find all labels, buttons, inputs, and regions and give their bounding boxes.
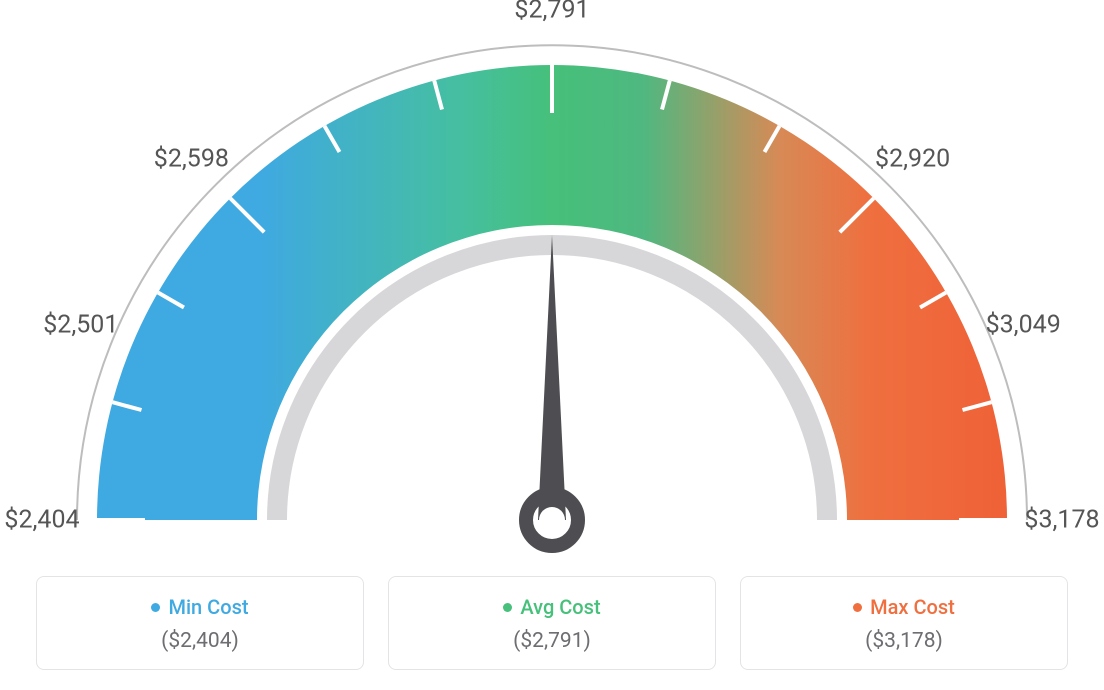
gauge-svg <box>0 0 1104 560</box>
chart-container: $2,404 $2,501 $2,598 $2,791 $2,920 $3,049 $3,1… <box>0 0 1104 690</box>
legend-title-min: Min Cost <box>151 595 248 619</box>
legend-card-min: Min Cost ($2,404) <box>36 576 364 670</box>
legend-value-min: ($2,404) <box>49 629 351 653</box>
legend-title-text: Avg Cost <box>520 595 600 619</box>
legend-title-text: Min Cost <box>168 595 248 619</box>
legend-card-avg: Avg Cost ($2,791) <box>388 576 716 670</box>
legend-row: Min Cost ($2,404) Avg Cost ($2,791) Max … <box>0 576 1104 670</box>
dot-icon <box>503 603 512 612</box>
legend-title-max: Max Cost <box>853 595 955 619</box>
gauge-tick-label: $2,791 <box>514 0 589 25</box>
dot-icon <box>151 603 160 612</box>
gauge-tick-label: $2,404 <box>4 506 79 535</box>
legend-card-max: Max Cost ($3,178) <box>740 576 1068 670</box>
legend-title-text: Max Cost <box>870 595 955 619</box>
gauge-tick-label: $2,501 <box>43 310 118 339</box>
dot-icon <box>853 603 862 612</box>
legend-value-avg: ($2,791) <box>401 629 703 653</box>
gauge-tick-label: $2,598 <box>154 145 229 174</box>
legend-title-avg: Avg Cost <box>503 595 600 619</box>
gauge-tick-label: $3,178 <box>1024 506 1099 535</box>
gauge-tick-label: $3,049 <box>986 310 1061 339</box>
gauge-chart: $2,404 $2,501 $2,598 $2,791 $2,920 $3,049 $3,1… <box>0 0 1104 560</box>
legend-value-max: ($3,178) <box>753 629 1055 653</box>
gauge-tick-label: $2,920 <box>875 145 950 174</box>
